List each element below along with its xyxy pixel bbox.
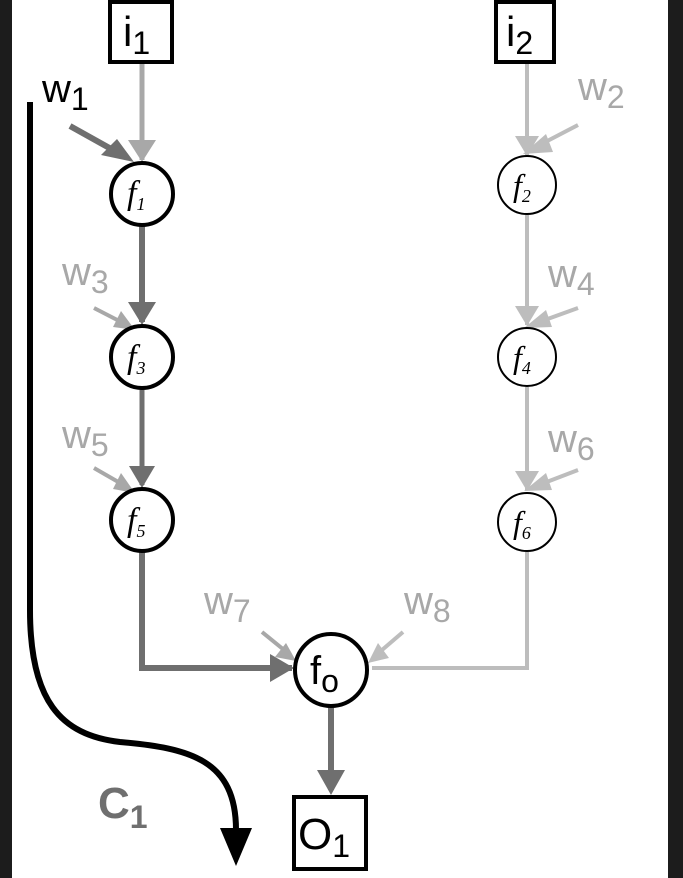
output-box-o1: O1 [292,795,368,871]
node-f5: f5 [109,487,175,553]
edge-i1-f1-arrowhead [128,140,156,162]
edge-f1-f3-arrowhead [128,302,156,325]
svg-text:fo: fo [310,649,339,699]
edge-f3-f5-arrowhead [129,466,155,488]
edge-f5-fo [139,552,292,671]
weight-arrow-w6-head [524,473,552,491]
weight-label-w7: w7 [203,579,251,629]
left-border [0,0,12,878]
weight-label-w8: w8 [403,579,451,629]
cost-label-c1: C1 [98,779,148,835]
node-f3: f3 [109,324,175,390]
weight-label-w6: w6 [547,417,595,467]
left-chain-edges [128,63,294,682]
weight-arrow-w5-head [113,473,135,493]
svg-text:O1: O1 [298,810,350,864]
edge-i2-f2-arrowhead [515,136,539,156]
weight-label-w2: w2 [577,65,625,115]
edge-f4-f6-arrowhead [515,471,539,491]
weight-arrow-w2-head [523,134,553,154]
svg-text:i2: i2 [506,8,533,61]
node-f1: f1 [109,161,175,227]
cost-path-c1 [27,102,239,831]
edge-f5-fo-arrowhead [270,654,294,682]
right-border [668,0,683,878]
input-box-i1: i1 [108,0,174,64]
edge-fo-o1-arrowhead [317,770,345,795]
weight-arrow-w1-head [101,139,134,162]
weight-arrow-w8-head [368,643,389,663]
node-f6: f6 [497,492,557,552]
weight-label-w3: w3 [61,250,109,300]
edge-f6-fo [372,552,529,670]
right-chain-edges [372,63,539,670]
input-box-i2: i2 [494,0,556,64]
node-f2: f2 [497,155,557,215]
node-f4: f4 [497,327,557,387]
weight-label-w1: w1 [41,67,89,117]
weight-arrow-w3-head [113,311,135,330]
svg-text:i1: i1 [123,8,150,61]
weight-arrow-w4-head [524,310,552,328]
weight-arrow-w7-head [275,643,296,661]
weight-arrows [68,123,579,663]
edge-f2-f4-arrowhead [515,306,539,326]
weight-label-w5: w5 [61,413,109,463]
weight-label-w4: w4 [547,252,595,302]
cost-path-arrowhead [220,828,252,866]
node-fo: fo [293,632,369,708]
